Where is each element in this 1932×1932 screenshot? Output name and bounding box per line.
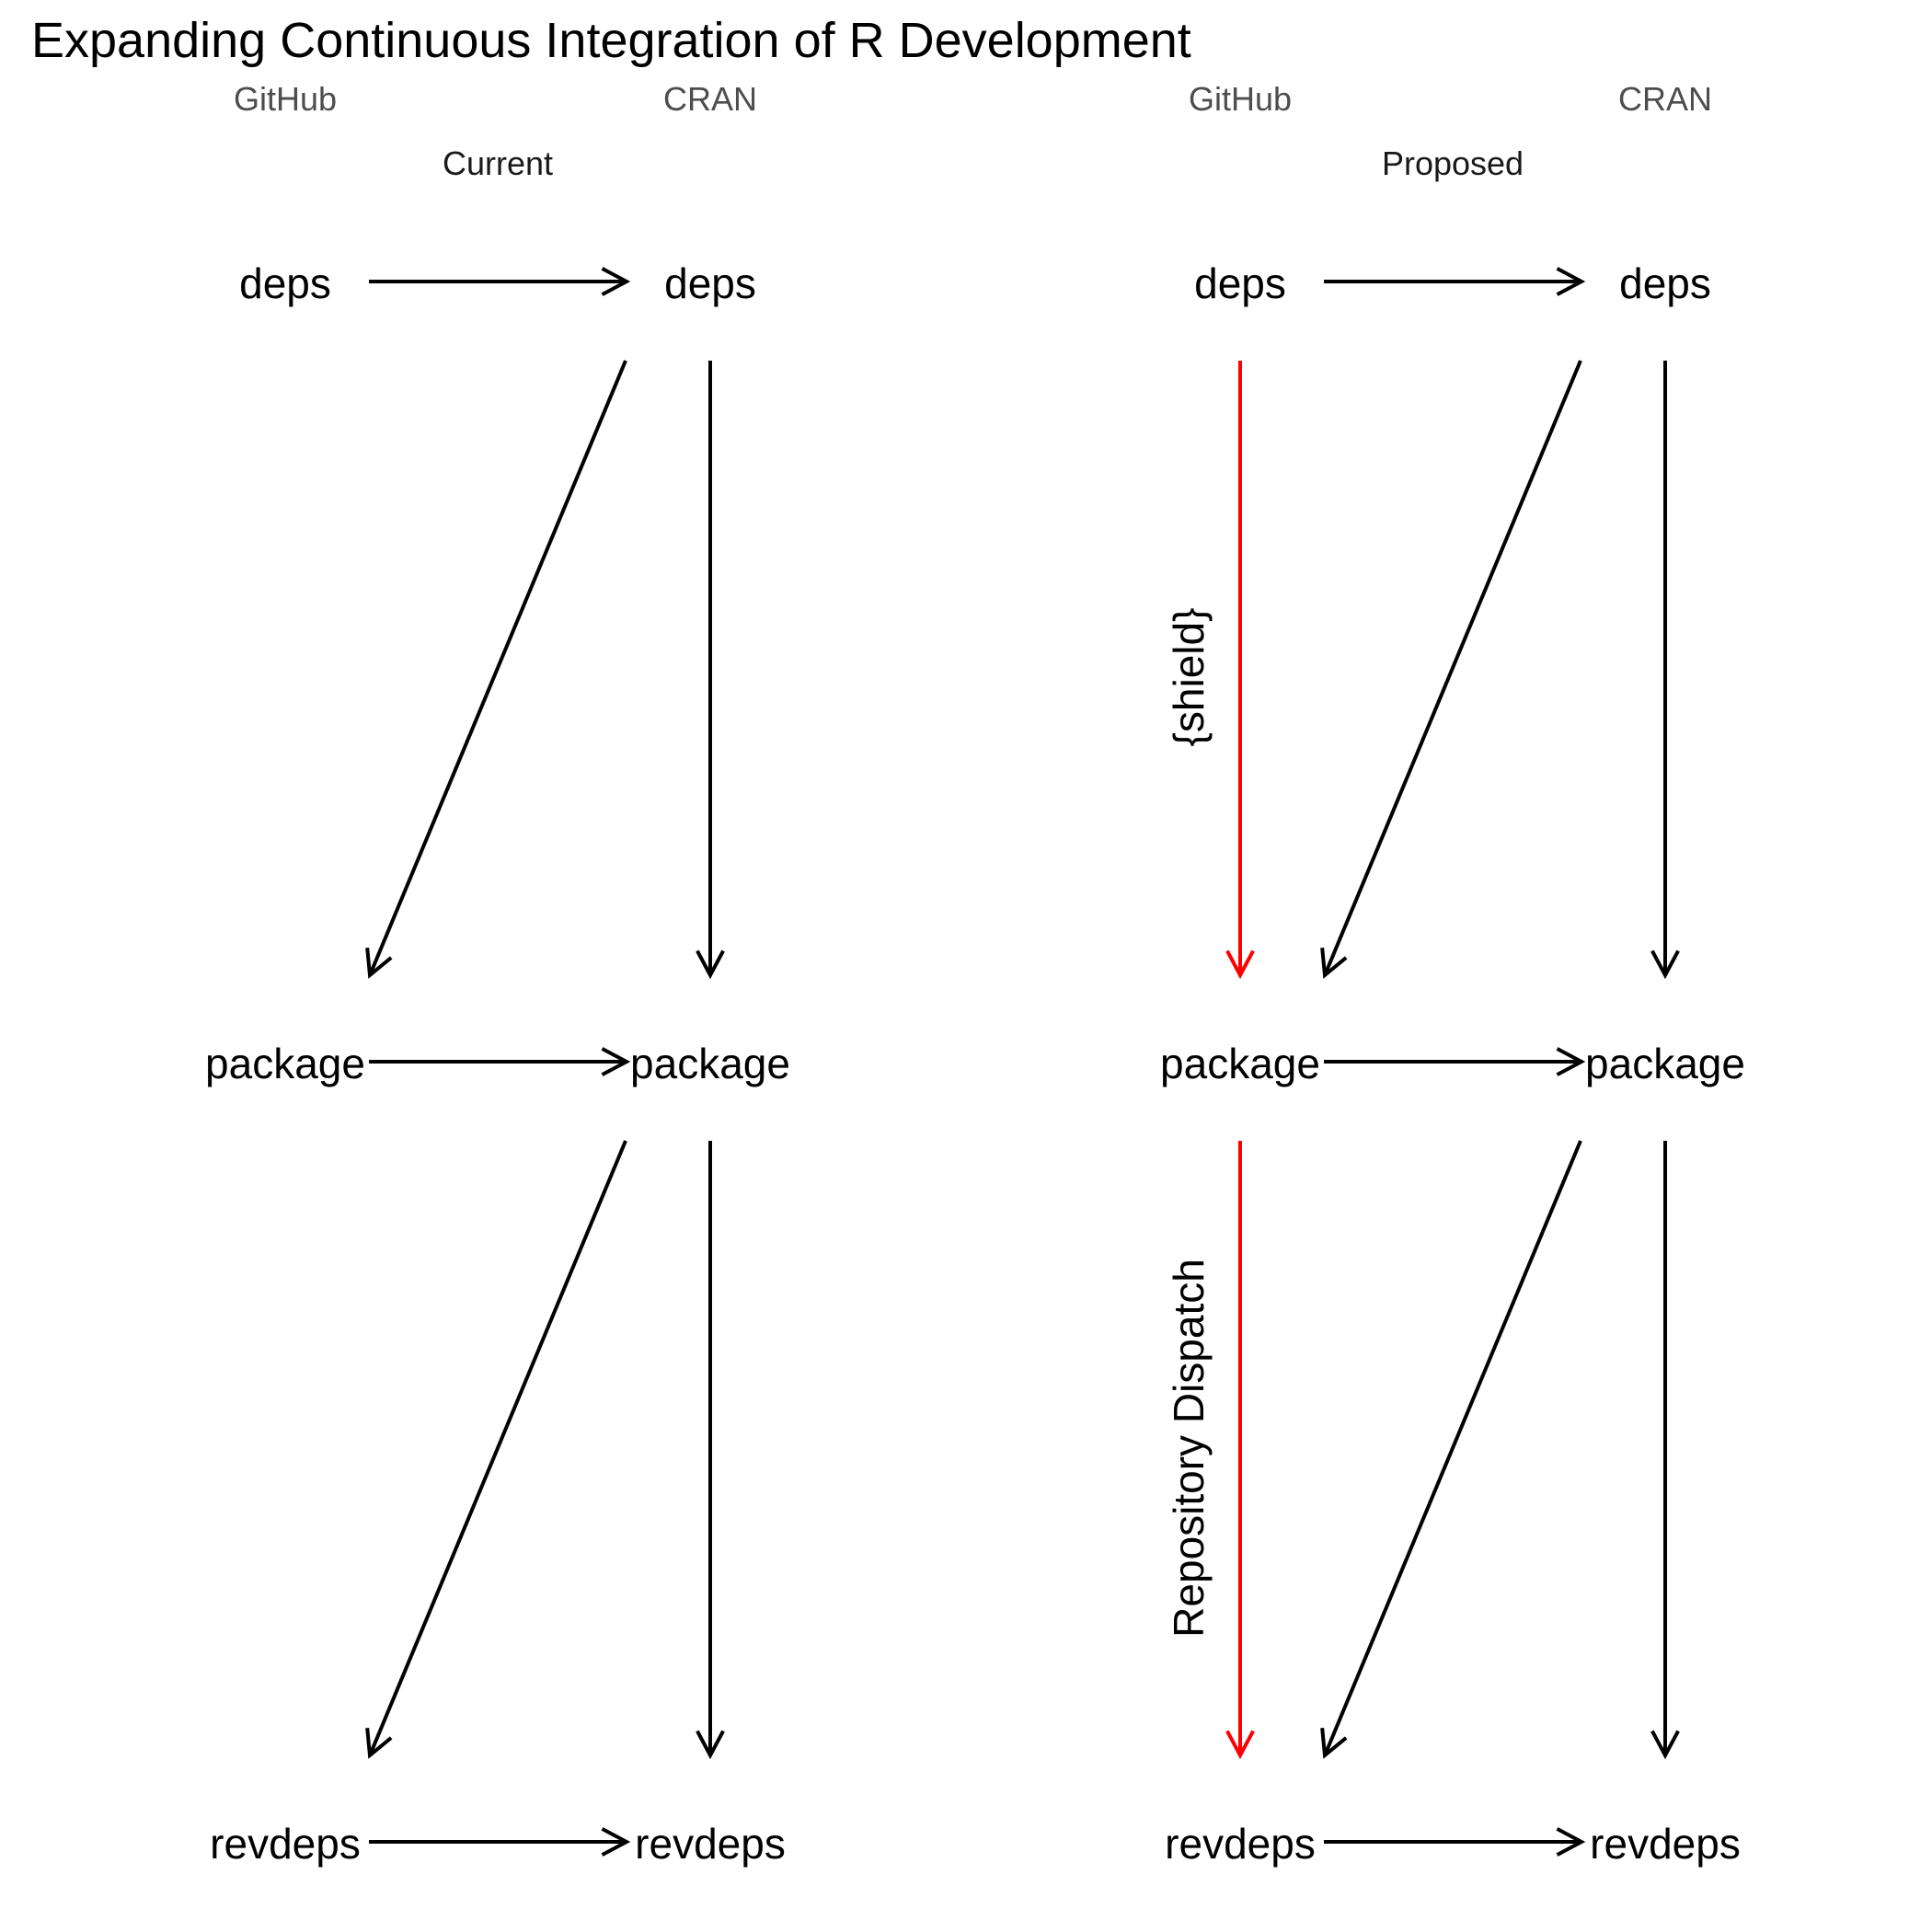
proposed-node-github-deps: deps [1194,259,1286,307]
current-node-github-deps: deps [239,259,331,307]
current-arrow-github-package-to-cran-package [369,1047,631,1076]
proposed-arrow-cran-deps-to-github-package [1320,360,1582,979]
proposed-arrow-github-package-to-github-revdeps [1225,1141,1255,1760]
current-arrow-cran-deps-to-cran-package [696,361,725,980]
proposed-column-header-cran: CRAN [1618,80,1712,118]
current-node-github-revdeps: revdeps [210,1820,361,1868]
proposed-node-github-package: package [1160,1040,1320,1087]
proposed-node-cran-revdeps: revdeps [1590,1820,1741,1868]
current-column-header-github: GitHub [234,80,337,118]
current-column-header-cran: CRAN [663,80,757,118]
diagram-title: Expanding Continuous Integration of R De… [31,13,1191,68]
proposed-arrow-cran-package-to-cran-revdeps [1650,1141,1680,1760]
proposed-edge-label-github-deps-to-github-package: {shield} [1165,608,1213,747]
proposed-node-cran-package: package [1585,1040,1745,1087]
current-node-cran-package: package [630,1040,790,1087]
proposed-edge-label-github-package-to-github-revdeps: Repository Dispatch [1165,1259,1213,1638]
proposed-node-github-revdeps: revdeps [1165,1820,1316,1868]
current-arrow-github-revdeps-to-cran-revdeps [369,1827,631,1857]
current-arrow-cran-deps-to-github-package [365,360,627,979]
proposed-column-header-github: GitHub [1189,80,1292,118]
current-arrow-cran-package-to-cran-revdeps [696,1141,725,1760]
current-arrow-github-deps-to-cran-deps [369,267,631,296]
proposed-arrow-github-package-to-cran-package [1324,1047,1586,1076]
proposed-arrow-github-deps-to-cran-deps [1324,267,1586,296]
proposed-arrow-cran-package-to-github-revdeps [1320,1140,1582,1759]
proposed-arrow-github-revdeps-to-cran-revdeps [1324,1827,1586,1857]
current-node-cran-revdeps: revdeps [635,1820,786,1868]
current-node-cran-deps: deps [664,259,756,307]
proposed-node-cran-deps: deps [1619,259,1711,307]
proposed-panel-label: Proposed [1382,144,1524,182]
current-panel-label: Current [443,144,553,182]
current-node-github-package: package [205,1040,365,1087]
current-arrow-cran-package-to-github-revdeps [365,1140,627,1759]
proposed-arrow-cran-deps-to-cran-package [1650,361,1680,980]
proposed-arrow-github-deps-to-github-package [1225,361,1255,980]
